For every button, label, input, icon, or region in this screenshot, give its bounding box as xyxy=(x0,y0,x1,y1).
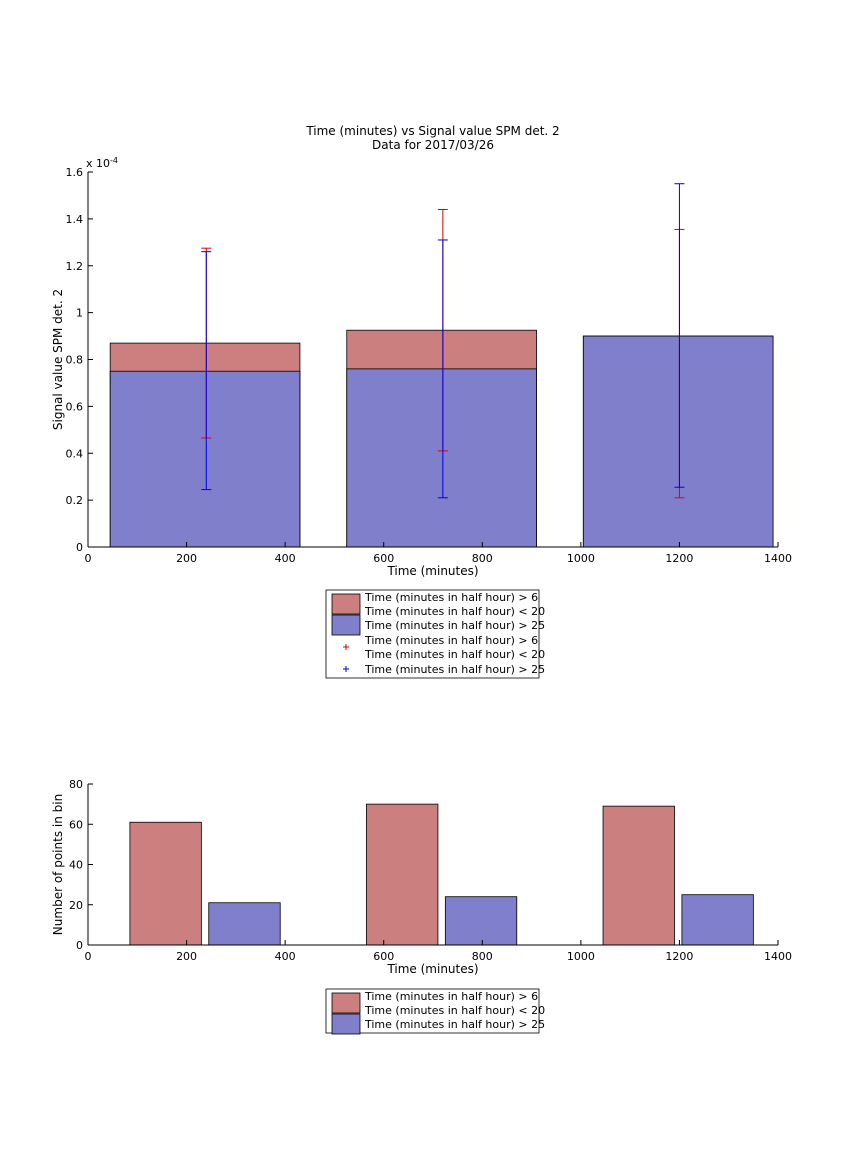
bar-3-series-2 xyxy=(582,335,774,548)
errorbar-4 xyxy=(437,239,448,499)
y-tick-label: 0.8 xyxy=(66,354,84,367)
chart-1: 0 200 400 600 800 1000 1200 1400 0 0.2 0.4 0.6 0.8 1 1… xyxy=(51,124,792,679)
legend-label-line2: Time (minutes in half hour) < 20 xyxy=(364,648,545,661)
errorbar-2 xyxy=(201,251,212,491)
legend-entry-2: Time (minutes in half hour) > 25 xyxy=(331,1013,545,1035)
x-tick-label: 0 xyxy=(85,950,92,963)
legend-label-line1: Time (minutes in half hour) > 25 xyxy=(364,1018,545,1031)
legend-label-line1: Time (minutes in half hour) > 25 xyxy=(364,619,545,632)
legend-box xyxy=(325,988,540,1034)
x-tick-label: 1200 xyxy=(665,552,693,565)
errorbar-6 xyxy=(674,183,685,488)
y-tick-label: 1 xyxy=(76,307,83,320)
legend-label-line1: Time (minutes in half hour) > 6 xyxy=(364,634,538,647)
y-exponent-base: x 10 xyxy=(86,157,110,170)
y-tick-label: 60 xyxy=(69,818,83,831)
legend-box xyxy=(325,589,540,679)
bar-3 xyxy=(366,803,439,946)
y-exponent-label: x 10-4 xyxy=(86,156,118,170)
bar-6 xyxy=(681,894,754,946)
legend-swatch xyxy=(331,992,361,1014)
y-tick-label: 0.6 xyxy=(66,400,84,413)
x-tick-label: 200 xyxy=(176,950,197,963)
x-tick-label: 600 xyxy=(373,950,394,963)
y-tick-label: 80 xyxy=(69,778,83,791)
x-axis-label: Time (minutes) xyxy=(386,564,478,578)
chart-2: 0 200 400 600 800 1000 1200 1400 0 20 40 60 80 Time (… xyxy=(51,778,792,1035)
y-tick-label: 20 xyxy=(69,899,83,912)
x-tick-label: 1000 xyxy=(567,552,595,565)
x-tick-label: 400 xyxy=(275,950,296,963)
x-tick-label: 1200 xyxy=(665,950,693,963)
x-tick-label: 200 xyxy=(176,552,197,565)
x-axis-label: Time (minutes) xyxy=(386,962,478,976)
y-tick-label: 1.4 xyxy=(66,213,84,226)
legend-swatch xyxy=(331,593,361,615)
x-tick-label: 1000 xyxy=(567,950,595,963)
legend-entry-4: Time (minutes in half hour) > 25 xyxy=(343,663,545,676)
chart-title: Time (minutes) vs Signal value SPM det. … xyxy=(305,124,559,138)
y-tick-label: 0.4 xyxy=(66,447,84,460)
legend-label-line1: Time (minutes in half hour) > 25 xyxy=(364,663,545,676)
y-tick-label: 0 xyxy=(76,939,83,952)
x-tick-label: 800 xyxy=(472,552,493,565)
y-axis-label: Number of points in bin xyxy=(51,794,65,935)
bar-1 xyxy=(129,821,202,946)
bar-1-series-2 xyxy=(109,370,301,548)
bar-4 xyxy=(444,896,518,946)
bar-5 xyxy=(602,805,675,946)
legend-swatch xyxy=(331,614,361,636)
legend-label-line1: Time (minutes in half hour) > 6 xyxy=(364,591,538,604)
legend-label-line2: Time (minutes in half hour) < 20 xyxy=(364,1004,545,1017)
legend-label-line2: Time (minutes in half hour) < 20 xyxy=(364,605,545,618)
x-tick-label: 400 xyxy=(275,552,296,565)
y-tick-label: 1.2 xyxy=(66,260,84,273)
x-tick-label: 1400 xyxy=(764,950,792,963)
bar-2 xyxy=(208,902,281,946)
x-tick-label: 600 xyxy=(373,552,394,565)
legend-entry-2: Time (minutes in half hour) > 25 xyxy=(331,614,545,636)
y-tick-label: 1.6 xyxy=(66,166,84,179)
x-tick-label: 1400 xyxy=(764,552,792,565)
y-axis-label: Signal value SPM det. 2 xyxy=(51,289,65,430)
chart-subtitle: Data for 2017/03/26 xyxy=(372,138,494,152)
bar-2-series-2 xyxy=(346,368,537,548)
x-tick-label: 0 xyxy=(85,552,92,565)
legend-swatch xyxy=(331,1013,361,1035)
legend-label-line1: Time (minutes in half hour) > 6 xyxy=(364,990,538,1003)
y-tick-label: 40 xyxy=(69,859,83,872)
x-tick-label: 800 xyxy=(472,950,493,963)
y-tick-label: 0.2 xyxy=(66,494,84,507)
y-exponent-power: -4 xyxy=(110,156,118,165)
y-tick-label: 0 xyxy=(76,541,83,554)
